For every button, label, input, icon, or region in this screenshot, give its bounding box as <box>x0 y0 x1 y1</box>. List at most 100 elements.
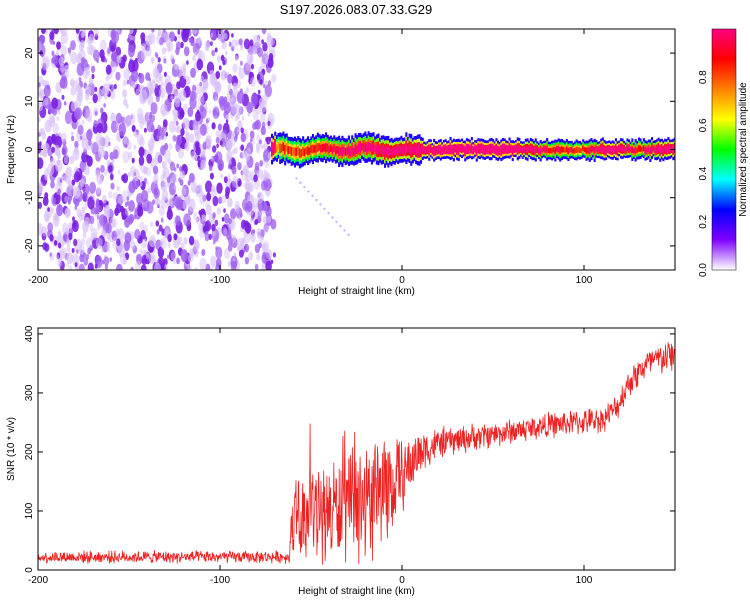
noise-blob <box>248 251 254 261</box>
noise-blob <box>180 41 184 49</box>
noise-blob <box>61 94 65 100</box>
noise-blob <box>73 171 81 183</box>
signal-cell <box>513 146 516 152</box>
noise-blob <box>66 252 74 265</box>
noise-blob <box>199 194 206 205</box>
noise-blob <box>263 84 266 89</box>
noise-blob <box>47 207 50 212</box>
signal-cell <box>385 146 388 155</box>
noise-blob <box>261 263 266 270</box>
noise-blob <box>262 251 267 260</box>
noise-blob <box>82 220 89 233</box>
noise-blob <box>218 65 222 71</box>
signal-cell <box>339 147 342 156</box>
noise-blob <box>78 263 85 270</box>
noise-blob <box>214 221 218 227</box>
noise-blob <box>169 120 176 133</box>
noise-blob <box>233 147 238 155</box>
noise-blob <box>101 248 104 253</box>
signal-cell <box>603 147 606 154</box>
signal-cell <box>423 147 426 153</box>
noise-blob <box>233 135 238 142</box>
signal-cell <box>616 147 619 154</box>
noise-blob <box>193 211 198 220</box>
signal-cell <box>390 147 393 157</box>
noise-blob <box>205 140 212 151</box>
signal-cell <box>554 147 557 154</box>
signal-cell <box>528 146 531 152</box>
noise-blob <box>187 106 194 118</box>
noise-blob <box>238 244 242 251</box>
noise-blob <box>136 253 143 265</box>
noise-blob <box>250 76 256 88</box>
noise-blob <box>91 65 96 74</box>
signal-cell <box>400 145 403 154</box>
signal-cell <box>362 142 365 152</box>
noise-blob <box>164 263 168 270</box>
signal-cell <box>670 145 673 152</box>
noise-blob <box>44 167 49 177</box>
noise-blob <box>75 107 82 120</box>
signal-cell <box>310 145 313 153</box>
noise-blob <box>57 109 61 116</box>
noise-blob <box>163 29 166 33</box>
noise-blob <box>105 210 110 219</box>
signal-cell <box>560 146 563 153</box>
y-tick-label: 20 <box>24 47 35 59</box>
noise-blob <box>55 159 63 172</box>
streak-dot <box>347 233 350 237</box>
signal-cell <box>369 143 372 152</box>
noise-blob <box>235 102 238 108</box>
signal-cell <box>614 145 617 153</box>
noise-blob <box>217 159 224 172</box>
noise-blob <box>81 137 89 150</box>
noise-blob <box>57 259 62 267</box>
noise-blob <box>205 201 211 210</box>
noise-blob <box>261 242 268 253</box>
noise-blob <box>208 164 213 172</box>
signal-cell <box>529 145 532 152</box>
signal-cell <box>459 145 462 151</box>
noise-blob <box>268 136 272 142</box>
noise-blob <box>208 109 211 114</box>
signal-cell <box>364 142 367 152</box>
noise-blob <box>46 217 50 222</box>
noise-blob <box>196 58 204 71</box>
noise-blob <box>109 151 115 161</box>
noise-blob <box>238 65 241 70</box>
signal-cell <box>392 148 395 156</box>
noise-blob <box>255 37 262 48</box>
noise-blob <box>87 247 92 255</box>
noise-blob <box>187 264 192 270</box>
noise-blob <box>50 180 55 189</box>
noise-blob <box>212 230 216 237</box>
noise-blob <box>98 205 102 212</box>
streak-dot <box>343 229 346 232</box>
noise-blob <box>172 196 176 202</box>
noise-blob <box>220 54 225 62</box>
streak-dot <box>323 207 326 210</box>
y-tick-label: 200 <box>24 443 35 460</box>
signal-cell <box>523 146 526 152</box>
noise-blob <box>140 264 147 270</box>
noise-blob <box>109 84 112 90</box>
noise-blob <box>81 206 86 214</box>
noise-blob <box>205 180 213 193</box>
signal-cell <box>357 143 360 153</box>
noise-blob <box>60 41 64 47</box>
noise-blob <box>220 173 224 179</box>
noise-blob <box>212 196 219 207</box>
noise-blob <box>263 149 271 162</box>
signal-cell <box>596 147 599 153</box>
noise-blob <box>206 192 212 202</box>
noise-blob <box>152 78 155 84</box>
noise-blob <box>128 180 136 194</box>
noise-blob <box>78 212 84 222</box>
signal-cell <box>366 144 369 153</box>
noise-blob <box>256 253 261 261</box>
noise-blob <box>70 51 78 65</box>
noise-blob <box>128 59 136 73</box>
noise-blob <box>103 103 106 108</box>
signal-cell <box>562 146 565 153</box>
noise-blob <box>115 203 122 214</box>
